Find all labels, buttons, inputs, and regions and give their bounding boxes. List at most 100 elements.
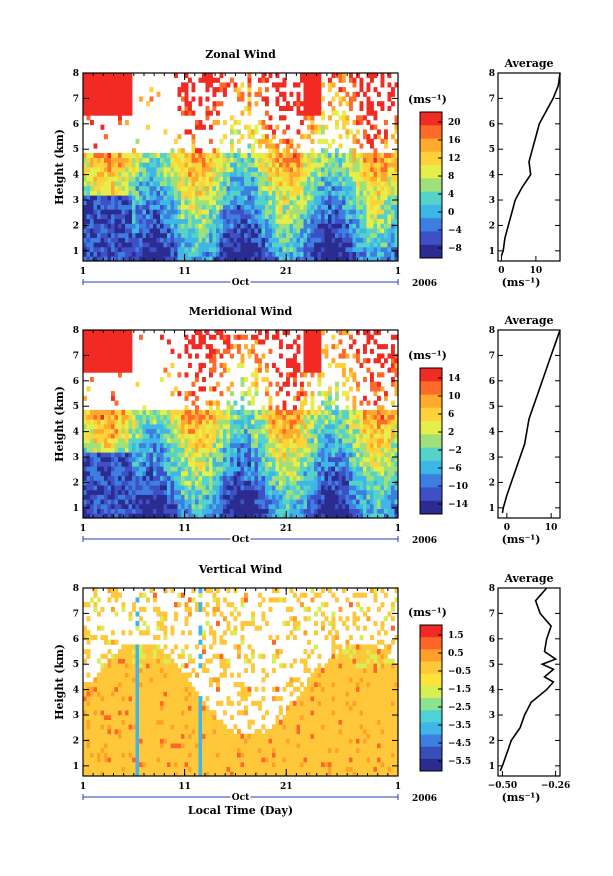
heatmap-cell	[310, 204, 315, 210]
heatmap-cell	[377, 190, 381, 196]
heatmap-cell	[86, 246, 91, 252]
heatmap-cell	[359, 181, 364, 187]
heatmap-cell	[198, 508, 203, 514]
heatmap-cell	[293, 372, 297, 378]
heatmap-cell	[156, 447, 161, 453]
heatmap-cell	[142, 152, 147, 158]
heatmap-cell	[191, 171, 196, 177]
heatmap-cell	[261, 466, 266, 472]
heatmap-cell	[237, 171, 241, 177]
heatmap-cell	[219, 223, 224, 229]
heatmap-cell	[90, 334, 94, 340]
heatmap-cell	[289, 442, 294, 448]
heatmap-cell	[317, 348, 322, 354]
heatmap-cell	[135, 485, 140, 491]
heatmap-cell	[156, 499, 161, 505]
heatmap-cell	[177, 181, 182, 187]
heatmap-cell	[191, 138, 196, 144]
heatmap-cell	[254, 195, 259, 201]
heatmap-cell	[118, 334, 122, 340]
heatmap-cell	[223, 204, 227, 210]
heatmap-cell	[90, 447, 94, 453]
heatmap-cell	[317, 471, 322, 477]
heatmap-cell	[314, 466, 318, 472]
heatmap-cell	[160, 424, 164, 430]
heatmap-cell	[86, 367, 91, 373]
heatmap-cell	[237, 256, 241, 262]
heatmap-cell	[251, 171, 255, 177]
heatmap-cell	[83, 228, 87, 234]
heatmap-cell	[86, 409, 91, 415]
heatmap-cell	[97, 157, 101, 163]
heatmap-cell	[104, 105, 108, 111]
heatmap-cell	[317, 105, 322, 111]
heatmap-cell	[282, 96, 287, 102]
heatmap-cell	[279, 461, 283, 467]
heatmap-cell	[282, 105, 287, 111]
heatmap-cell	[188, 353, 192, 359]
heatmap-cell	[153, 414, 157, 420]
heatmap-cell	[307, 152, 311, 158]
heatmap-cell	[342, 73, 346, 79]
heatmap-cell	[324, 138, 329, 144]
heatmap-cell	[317, 185, 322, 191]
heatmap-cell	[174, 190, 178, 196]
heatmap-cell	[296, 508, 301, 514]
heatmap-cell	[366, 218, 371, 224]
heatmap-cell	[223, 419, 227, 425]
heatmap-cell	[363, 218, 367, 224]
heatmap-cell	[275, 367, 280, 373]
heatmap-cell	[300, 466, 304, 472]
heatmap-cell	[93, 73, 98, 79]
heatmap-cell	[174, 167, 178, 173]
heatmap-cell	[114, 480, 119, 486]
heatmap-cell	[387, 218, 392, 224]
heatmap-cell	[317, 162, 322, 168]
heatmap-cell	[97, 110, 101, 116]
heatmap-cell	[128, 438, 133, 444]
heatmap-cell	[342, 480, 346, 486]
heatmap-cell	[167, 494, 171, 500]
heatmap-cell	[163, 223, 168, 229]
heatmap-cell	[279, 447, 283, 453]
heatmap-cell	[387, 228, 392, 234]
heatmap-cell	[247, 237, 252, 243]
heatmap-cell	[328, 242, 332, 248]
heatmap-cell	[261, 96, 266, 102]
heatmap-cell	[205, 185, 210, 191]
heatmap-cell	[331, 409, 336, 415]
heatmap-cell	[230, 176, 234, 182]
heatmap-cell	[174, 195, 178, 201]
heatmap-cell	[205, 480, 210, 486]
heatmap-cell	[282, 433, 287, 439]
heatmap-cell	[380, 228, 385, 234]
heatmap-cell	[300, 475, 304, 481]
heatmap-cell	[317, 513, 322, 519]
heatmap-cell	[198, 181, 203, 187]
heatmap-cell	[230, 381, 234, 387]
heatmap-cell	[296, 395, 301, 401]
heatmap-cell	[335, 167, 339, 173]
heatmap-cell	[219, 171, 224, 177]
heatmap-cell	[296, 152, 301, 158]
heatmap-cell	[286, 204, 290, 210]
heatmap-cell	[251, 466, 255, 472]
profile-y-tick-label: 8	[489, 69, 495, 79]
heatmap-cell	[160, 223, 164, 229]
heatmap-cell	[310, 82, 315, 88]
heatmap-cell	[324, 148, 329, 154]
heatmap-cell	[233, 419, 238, 425]
heatmap-cell	[212, 218, 217, 224]
heatmap-cell	[254, 190, 259, 196]
heatmap-cell	[142, 456, 147, 462]
heatmap-cell	[181, 87, 185, 93]
heatmap-cell	[282, 466, 287, 472]
heatmap-cell	[237, 494, 241, 500]
heatmap-cell	[205, 485, 210, 491]
heatmap-cell	[160, 195, 164, 201]
heatmap-cell	[293, 199, 297, 205]
heatmap-cell	[216, 447, 220, 453]
heatmap-cell	[202, 176, 206, 182]
heatmap-cell	[244, 494, 248, 500]
heatmap-cell	[114, 232, 119, 238]
